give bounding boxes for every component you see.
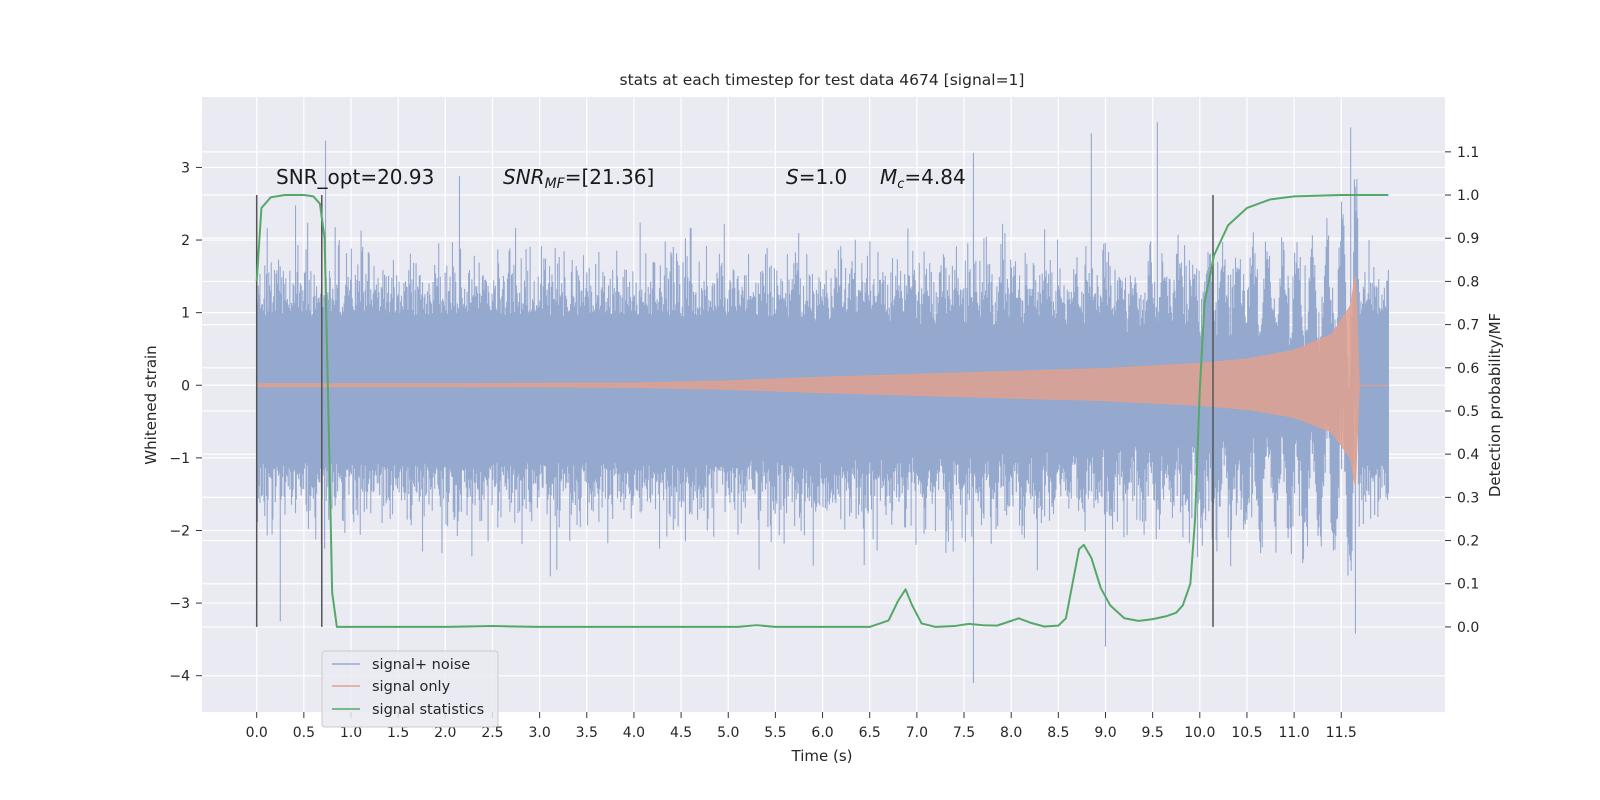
- y-tick-label: 1: [181, 306, 190, 322]
- x-tick-label: 11.0: [1279, 725, 1310, 741]
- legend-label-signal-only: signal only: [372, 679, 451, 695]
- x-tick-label: 9.0: [1094, 725, 1116, 741]
- snr-mf-value: =[21.36]: [565, 165, 655, 189]
- y2-tick-label: 0.2: [1457, 534, 1479, 550]
- x-tick-label: 0.5: [293, 725, 315, 741]
- x-tick-label: 5.0: [717, 725, 739, 741]
- series-line-signal-statistics: [255, 194, 1389, 628]
- y2-tick-label: 0.3: [1457, 490, 1479, 506]
- y2-tick-label: 0.9: [1457, 231, 1479, 247]
- y-tick-label: 3: [181, 160, 190, 176]
- snr-mf-annotation: SNRMF=[21.36]: [503, 165, 654, 192]
- x-tick-label: 8.5: [1047, 725, 1069, 741]
- y2-tick-label: 1.1: [1457, 145, 1479, 161]
- x-tick-label: 8.0: [1000, 725, 1022, 741]
- x-tick-label: 4.0: [623, 725, 645, 741]
- series-area-signal-only: [256, 276, 1389, 486]
- y2-tick-label: 0.4: [1457, 447, 1479, 463]
- mc-subscript: c: [897, 177, 904, 192]
- x-tick-label: 9.5: [1142, 725, 1164, 741]
- snr-opt-annotation: SNR_opt=20.93: [276, 165, 434, 189]
- legend-frame: [321, 650, 499, 728]
- y2-tick-label: 0.7: [1457, 318, 1479, 334]
- y-tick-label: −4: [169, 669, 190, 685]
- y-axis-left-ticks: 3 2 1 0 −1 −2 −3 −4: [169, 160, 202, 685]
- legend-label-signal-statistics: signal statistics: [372, 702, 484, 718]
- y-tick-label: 0: [181, 378, 190, 394]
- y2-tick-label: 0.0: [1457, 620, 1479, 636]
- x-tick-label: 1.5: [387, 725, 409, 741]
- x-axis-label: Time (s): [791, 747, 853, 765]
- snr-mf-symbol: SNR: [503, 165, 545, 189]
- series-signal-statistics: [255, 194, 1389, 628]
- chart-title: stats at each timestep for test data 467…: [620, 71, 1025, 89]
- snr-mf-subscript: MF: [545, 176, 566, 192]
- x-tick-label: 6.5: [859, 725, 881, 741]
- y2-tick-label: 0.5: [1457, 404, 1479, 420]
- y-tick-label: −1: [169, 451, 190, 467]
- mc-annotation: Mc=4.84: [880, 165, 966, 192]
- s-value: =1.0: [799, 165, 848, 189]
- y-axis-right-label: Detection probability/MF: [1486, 313, 1504, 497]
- s-annotation: S=1.0: [786, 165, 847, 189]
- x-tick-label: 5.5: [764, 725, 786, 741]
- mc-symbol: M: [880, 165, 897, 189]
- x-tick-label: 3.0: [528, 725, 550, 741]
- annotations: SNR_opt=20.93 SNRMF=[21.36] S=1.0 Mc=4.8…: [276, 165, 966, 192]
- x-tick-label: 0.0: [246, 725, 268, 741]
- x-tick-label: 7.5: [953, 725, 975, 741]
- s-symbol: S: [786, 165, 799, 189]
- x-axis-ticks: 0.0 0.5 1.0 1.5 2.0 2.5 3.0 3.5 4.0 4.5 5.0 5.5 6.0 6…: [246, 712, 1357, 741]
- x-tick-label: 7.0: [906, 725, 928, 741]
- series-signal-only: [256, 276, 1389, 486]
- y2-tick-label: 0.8: [1457, 274, 1479, 290]
- y-axis-left-label: Whitened strain: [142, 345, 160, 464]
- x-tick-label: 10.5: [1231, 725, 1262, 741]
- y2-tick-label: 1.0: [1457, 188, 1479, 204]
- x-tick-label: 6.0: [811, 725, 833, 741]
- mc-value: =4.84: [904, 165, 965, 189]
- legend-label-signal-noise: signal+ noise: [372, 657, 470, 673]
- y2-tick-label: 0.1: [1457, 577, 1479, 593]
- x-tick-label: 1.0: [340, 725, 362, 741]
- y-axis-right-ticks: 1.1 1.0 0.9 0.8 0.7 0.6 0.5 0.4 0.3 0.2 0.1 0.0: [1445, 145, 1479, 636]
- legend: signal+ noise signal only signal statist…: [321, 650, 499, 728]
- x-tick-label: 10.0: [1184, 725, 1215, 741]
- x-tick-label: 11.5: [1326, 725, 1357, 741]
- y-tick-label: 2: [181, 233, 190, 249]
- y2-tick-label: 0.6: [1457, 361, 1479, 377]
- y-tick-label: −2: [169, 523, 190, 539]
- y-tick-label: −3: [169, 596, 190, 612]
- x-tick-label: 3.5: [576, 725, 598, 741]
- x-tick-label: 2.5: [481, 725, 503, 741]
- x-tick-label: 2.0: [434, 725, 456, 741]
- x-tick-label: 4.5: [670, 725, 692, 741]
